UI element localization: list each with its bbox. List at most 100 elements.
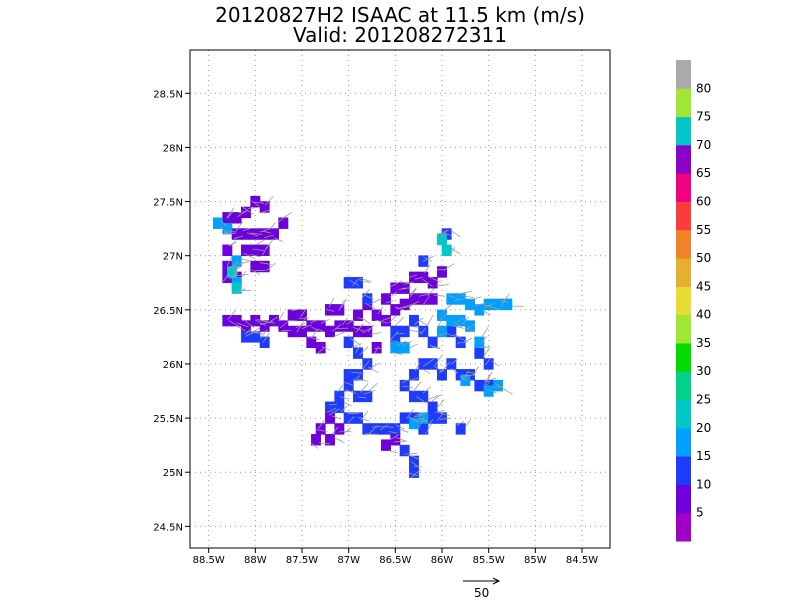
wind-vector bbox=[414, 362, 421, 371]
wind-vector bbox=[484, 358, 491, 366]
wind-vector bbox=[466, 371, 475, 374]
wind-vector bbox=[484, 302, 495, 309]
colorbar-label: 30 bbox=[696, 364, 711, 378]
colorbar-label: 15 bbox=[696, 449, 711, 463]
wind-vector bbox=[413, 465, 422, 468]
wind-vector bbox=[450, 358, 458, 365]
wind-vector bbox=[362, 359, 370, 370]
wind-vector bbox=[359, 346, 369, 356]
wind-vector bbox=[236, 273, 249, 277]
wind-vector bbox=[264, 196, 274, 206]
wind-vector bbox=[245, 332, 254, 337]
wind-speed-cell bbox=[390, 434, 401, 446]
wind-vector bbox=[360, 383, 369, 393]
wind-vector bbox=[483, 347, 490, 357]
colorbar-segment bbox=[676, 258, 691, 287]
wind-speed-cell bbox=[371, 342, 382, 354]
wind-speed-cell bbox=[418, 423, 429, 435]
wind-vector bbox=[388, 314, 398, 324]
x-axis: 88.5W 88W 87.5W 87W 86.5W 86W 85.5W 85W 84.5W bbox=[193, 548, 598, 566]
wind-speed-cell bbox=[474, 304, 485, 316]
wind-vector bbox=[371, 426, 382, 428]
wind-vector bbox=[456, 420, 465, 426]
wind-vector bbox=[435, 409, 445, 414]
wind-vector bbox=[480, 336, 487, 345]
wind-speed-cell bbox=[390, 342, 401, 354]
wind-vector bbox=[443, 263, 455, 271]
wind-speed-field bbox=[213, 195, 513, 478]
wind-vector bbox=[412, 381, 422, 392]
wind-vector bbox=[238, 261, 249, 265]
x-tick-label: 87.5W bbox=[286, 555, 318, 566]
colorbar-segment bbox=[676, 342, 691, 372]
wind-vector bbox=[360, 410, 369, 421]
wind-vector bbox=[348, 279, 360, 286]
wind-vector bbox=[228, 242, 237, 246]
wind-vector bbox=[469, 296, 482, 301]
wind-vector bbox=[363, 389, 376, 395]
wind-vector bbox=[317, 419, 325, 429]
wind-speed-cell bbox=[334, 401, 345, 413]
x-tick-label: 85W bbox=[524, 555, 547, 566]
wind-vector bbox=[316, 328, 325, 333]
wind-speed-cell bbox=[465, 298, 475, 311]
wind-vector bbox=[451, 248, 461, 255]
wind-vector bbox=[390, 280, 403, 287]
wind-speed-cell bbox=[418, 358, 429, 370]
wind-vector bbox=[325, 308, 335, 312]
wind-vector bbox=[409, 287, 417, 296]
wind-vector bbox=[402, 287, 412, 289]
y-tick-label: 25N bbox=[163, 468, 183, 479]
reference-arrowhead bbox=[492, 577, 501, 585]
wind-vector bbox=[246, 331, 259, 333]
wind-vector bbox=[425, 423, 433, 435]
wind-vector bbox=[298, 317, 310, 320]
wind-vector bbox=[389, 291, 398, 298]
x-tick-label: 85.5W bbox=[473, 555, 505, 566]
wind-vector bbox=[226, 211, 234, 219]
wind-speed-cell bbox=[315, 320, 326, 332]
wind-vector bbox=[436, 284, 449, 287]
wind-vector bbox=[402, 304, 414, 309]
wind-vector bbox=[227, 309, 236, 321]
wind-speed-cell bbox=[343, 277, 354, 289]
wind-vector bbox=[460, 376, 468, 382]
wind-vector bbox=[439, 313, 448, 321]
colorbar-label: 65 bbox=[696, 166, 711, 180]
wind-speed-cell bbox=[418, 271, 429, 284]
wind-vector bbox=[315, 429, 328, 432]
wind-vector bbox=[381, 317, 391, 321]
wind-vector bbox=[462, 316, 469, 325]
wind-speed-cell bbox=[437, 369, 447, 381]
colorbar-segment bbox=[676, 512, 691, 542]
wind-speed-cell bbox=[441, 244, 452, 256]
y-tick-label: 26N bbox=[163, 360, 183, 371]
wind-vector bbox=[242, 206, 254, 215]
wind-vector bbox=[422, 255, 434, 262]
wind-speed-cell bbox=[427, 358, 438, 370]
wind-vector bbox=[389, 450, 399, 454]
wind-vector bbox=[420, 327, 427, 335]
y-tick-label: 26.5N bbox=[153, 306, 183, 317]
colorbar-segment bbox=[676, 484, 691, 514]
wind-vector bbox=[266, 262, 276, 272]
wind-speed-cell bbox=[250, 260, 261, 273]
wind-speed-cell bbox=[343, 412, 354, 424]
wind-speed-cell bbox=[418, 390, 429, 403]
wind-vector bbox=[431, 346, 441, 350]
wind-speed-cell bbox=[409, 293, 419, 305]
wind-vector bbox=[451, 368, 459, 374]
colorbar-label: 20 bbox=[696, 421, 711, 435]
wind-speed-cell bbox=[455, 293, 466, 305]
wind-speed-cell bbox=[259, 201, 270, 213]
wind-vector bbox=[411, 377, 421, 381]
y-tick-label: 28.5N bbox=[153, 89, 183, 100]
plot-frame bbox=[189, 49, 611, 549]
wind-speed-cell bbox=[315, 342, 326, 354]
colorbar-label: 55 bbox=[696, 223, 711, 237]
colorbar-segment bbox=[676, 286, 691, 316]
wind-vector bbox=[414, 276, 424, 280]
wind-speed-cell bbox=[287, 325, 298, 338]
wind-vector bbox=[438, 332, 449, 337]
wind-speed-cell bbox=[446, 325, 457, 338]
